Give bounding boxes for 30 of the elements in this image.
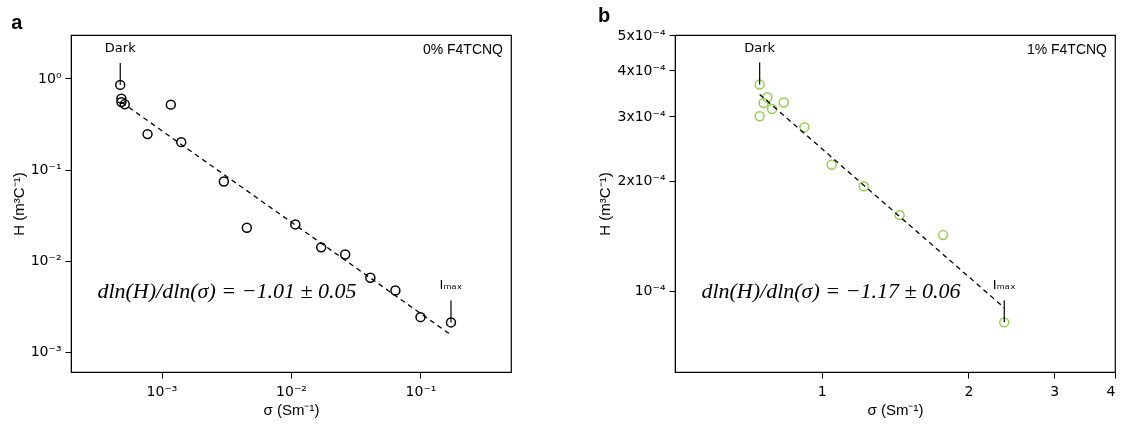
y-tick-label: 5x10⁻⁴	[617, 26, 666, 43]
y-tick-label: 10⁰	[38, 69, 62, 86]
chart-title: b	[597, 4, 611, 26]
y-tick-label: 10⁻³	[30, 343, 62, 360]
y-tick-label: 4x10⁻⁴	[617, 61, 666, 78]
x-tick-label: 2	[964, 382, 974, 399]
y-tick-label: 3x10⁻⁴	[617, 107, 666, 124]
annotation: Iₘₐₓ	[439, 277, 463, 293]
chart-title: a	[11, 11, 24, 33]
y-axis-title: H (m³C⁻¹)	[596, 172, 614, 236]
annotation: Iₘₐₓ	[992, 277, 1016, 293]
x-tick-label: 10⁻²	[276, 382, 307, 399]
y-tick-label: 10⁻²	[30, 252, 62, 269]
x-tick-label: 3	[1050, 382, 1060, 399]
x-tick-label: 1	[817, 382, 827, 399]
annotation: dln(H)/dln(σ) = −1.01 ± 0.05	[97, 278, 357, 304]
annotation: Dark	[744, 39, 776, 55]
x-axis-title: σ (Sm⁻¹)	[263, 400, 320, 418]
x-tick-label: 10⁻¹	[405, 382, 437, 399]
x-tick-label: 10⁻³	[146, 382, 178, 399]
annotation: Dark	[104, 39, 137, 55]
annotation: 1% F4TCNQ	[1026, 41, 1108, 57]
x-axis-title: σ (Sm⁻¹)	[867, 400, 924, 418]
y-tick-label: 2x10⁻⁴	[617, 172, 666, 189]
y-tick-label: 10⁻¹	[30, 161, 62, 178]
x-tick-label: 4	[1106, 382, 1116, 399]
y-tick-label: 10⁻⁴	[634, 282, 666, 299]
annotation: dln(H)/dln(σ) = −1.17 ± 0.06	[701, 278, 961, 304]
y-axis-title: H (m³C⁻¹)	[9, 172, 27, 236]
annotation: 0% F4TCNQ	[422, 41, 504, 57]
